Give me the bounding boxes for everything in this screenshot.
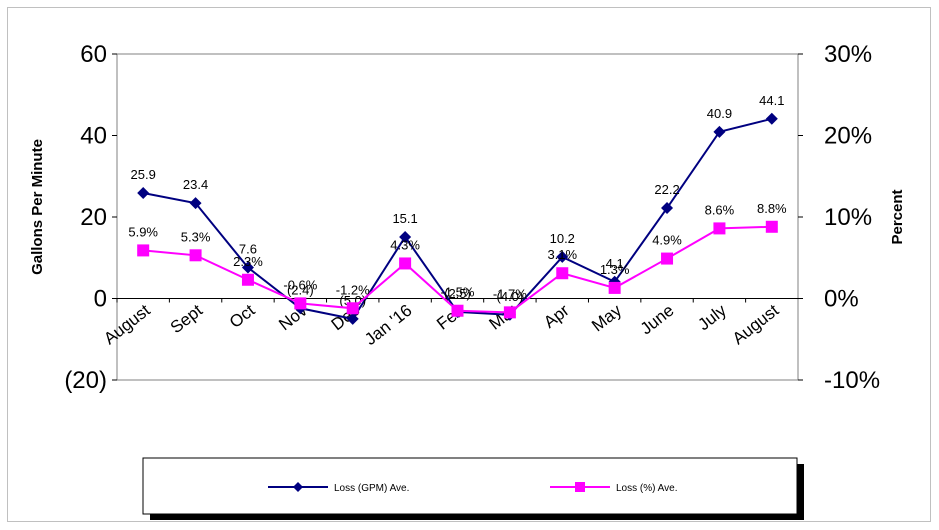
gpm-data-label: 23.4	[183, 177, 208, 192]
percent-data-label: 8.8%	[757, 201, 787, 216]
series-group: 25.9 23.4 7.6 (2.4) (5.0) 15.1 (2.5) (4.0) 10.2 4…	[128, 93, 787, 325]
percent-data-label: 3.1%	[547, 247, 577, 262]
percent-point	[137, 244, 150, 257]
percent-data-label: 1.3%	[600, 262, 630, 277]
left-tick-label: (20)	[64, 367, 107, 394]
percent-point	[294, 297, 307, 310]
percent-point	[346, 302, 359, 315]
gpm-data-label: (2.5)	[444, 286, 471, 301]
percent-data-label: -1.5%	[441, 285, 475, 300]
percent-point	[189, 249, 202, 262]
right-tick-label: 0%	[824, 286, 859, 313]
gpm-point	[661, 202, 674, 215]
plot-area	[116, 53, 799, 381]
percent-point	[608, 281, 621, 294]
gpm-point	[241, 261, 254, 274]
percent-data-label: -0.6%	[283, 277, 317, 292]
x-tick-label: July	[694, 300, 730, 334]
x-tick-label: August	[100, 301, 154, 349]
gpm-data-label: 4.1	[606, 256, 624, 271]
gpm-point	[399, 230, 412, 243]
right-axis-ticks: -10% 0% 10% 20% 30%	[798, 41, 880, 394]
chart-frame	[7, 7, 931, 522]
percent-point	[713, 222, 726, 235]
legend: Loss (GPM) Ave. Loss (%) Ave.	[142, 457, 804, 520]
x-tick-label: Jan '16	[361, 301, 415, 349]
legend-label: Loss (%) Ave.	[616, 483, 678, 494]
gpm-data-label: (5.0)	[339, 293, 366, 308]
percent-point	[503, 306, 516, 319]
y-axis-label: Gallons Per Minute	[29, 139, 46, 275]
x-tick-label: Sept	[167, 301, 206, 338]
gpm-data-label: 15.1	[392, 211, 417, 226]
gpm-data-label: (2.4)	[287, 282, 314, 297]
left-tick-label: 60	[80, 41, 107, 68]
gpm-point	[765, 112, 778, 125]
gpm-data-label: (4.0)	[497, 289, 524, 304]
legend-label: Loss (GPM) Ave.	[334, 483, 409, 494]
right-tick-label: 20%	[824, 123, 872, 150]
left-tick-label: 40	[80, 123, 107, 150]
gpm-data-label: 25.9	[131, 167, 156, 182]
gpm-point	[137, 186, 150, 199]
gpm-data-label: 44.1	[759, 93, 784, 108]
legend-box	[142, 457, 798, 515]
x-tick-label: Oct	[226, 301, 259, 332]
right-tick-label: 10%	[824, 204, 872, 231]
x-tick-label: August	[729, 301, 783, 349]
right-tick-label: 30%	[824, 41, 872, 68]
y2-axis-label: Percent	[889, 189, 906, 244]
x-tick-label: June	[637, 301, 678, 339]
left-tick-label: 20	[80, 204, 107, 231]
percent-data-label: 4.3%	[390, 237, 420, 252]
x-tick-label: Apr	[540, 300, 573, 331]
percent-data-label: 4.9%	[652, 233, 682, 248]
percent-data-label: 2.3%	[233, 254, 263, 269]
percent-data-label: 5.9%	[128, 224, 158, 239]
percent-data-label: 8.6%	[705, 202, 735, 217]
x-tick-label: May	[588, 300, 625, 335]
legend-marker	[293, 482, 303, 492]
gpm-point	[713, 125, 726, 138]
percent-point	[451, 304, 464, 317]
gpm-data-label: 7.6	[239, 242, 257, 257]
left-axis-ticks: (20) 0 20 40 60	[64, 41, 117, 394]
percent-point	[765, 220, 778, 233]
percent-point	[661, 252, 674, 265]
percent-point	[399, 257, 412, 270]
percent-point	[556, 267, 569, 280]
percent-data-label: -1.2%	[336, 282, 370, 297]
gpm-data-label: 22.2	[654, 182, 679, 197]
percent-data-label: 5.3%	[181, 229, 211, 244]
gpm-data-label: 40.9	[707, 106, 732, 121]
gpm-point	[556, 250, 569, 263]
percent-data-label: -1.7%	[493, 286, 527, 301]
percent-point	[241, 273, 254, 286]
gpm-data-label: 10.2	[550, 231, 575, 246]
left-tick-label: 0	[94, 286, 107, 313]
gpm-point	[346, 312, 359, 325]
gpm-point	[189, 197, 202, 210]
legend-marker	[575, 482, 585, 492]
right-tick-label: -10%	[824, 367, 880, 394]
